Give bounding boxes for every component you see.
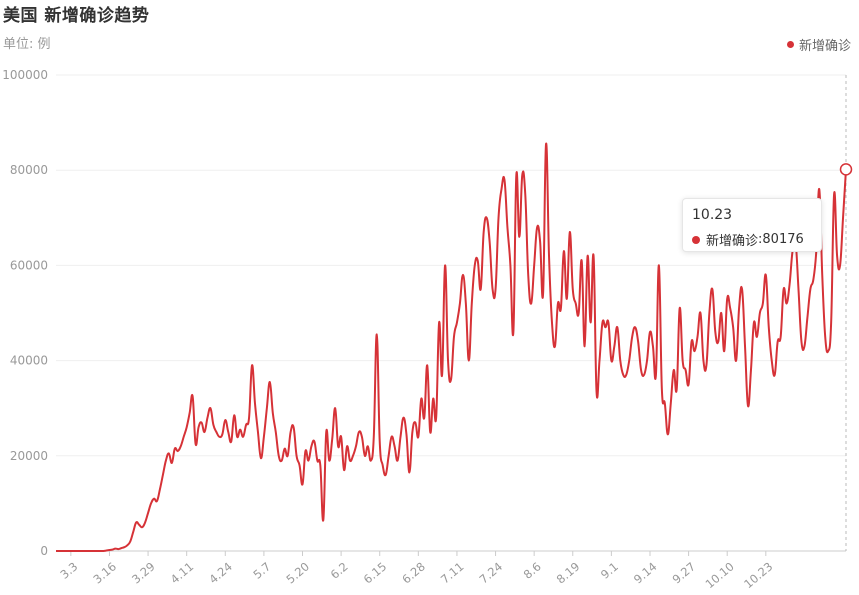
series-line-new-cases[interactable]: [56, 142, 847, 553]
x-tick-label: 5.20: [283, 559, 312, 586]
tooltip-date: 10.23: [692, 207, 733, 223]
x-tick-label: 8.6: [521, 559, 544, 581]
x-tick-label: 9.27: [670, 559, 699, 586]
tooltip-separator: :: [758, 232, 763, 247]
unit-label: 单位: 例: [3, 37, 51, 52]
x-tick-label: 10.23: [741, 559, 775, 591]
y-tick-label: 60000: [10, 258, 48, 272]
tooltip-series-dot-icon: [692, 235, 700, 244]
x-tick-label: 7.24: [477, 559, 506, 586]
x-tick-label: 9.1: [598, 559, 621, 581]
x-tick-label: 6.28: [399, 559, 428, 586]
x-tick-label: 4.24: [206, 559, 235, 586]
x-tick-label: 9.14: [631, 559, 660, 586]
grid-lines: [56, 74, 846, 552]
y-tick-label: 100000: [2, 68, 48, 82]
x-tick-label: 5.7: [250, 559, 273, 581]
x-tick-label: 3.29: [129, 559, 158, 586]
x-tick-label: 3.3: [57, 559, 80, 581]
x-tick-label: 7.11: [438, 559, 467, 586]
x-tick-label: 3.16: [90, 559, 119, 586]
y-tick-label: 80000: [10, 163, 48, 177]
x-tick-label: 8.19: [554, 559, 583, 586]
y-tick-label: 40000: [10, 354, 48, 368]
x-tick-label: 6.15: [361, 559, 390, 586]
tooltip: 10.23 新增确诊: 80176: [682, 198, 822, 252]
x-tick-label: 4.11: [168, 559, 197, 586]
chart-title: 美国 新增确诊趋势: [3, 6, 150, 26]
tooltip-value: 80176: [762, 232, 804, 247]
x-tick-label: 6.2: [328, 559, 351, 581]
legend-label: 新增确诊: [798, 39, 851, 54]
y-tick-label: 0: [40, 544, 48, 558]
hover-data-point[interactable]: [839, 163, 853, 176]
x-tick-label: 10.10: [703, 559, 737, 591]
tooltip-series-name: 新增确诊: [706, 234, 759, 249]
legend-dot-icon: [786, 41, 794, 48]
y-tick-label: 20000: [10, 449, 48, 463]
y-axis: 0 20000 40000 60000 80000 100000: [2, 68, 48, 558]
x-axis: 3.3 3.16 3.29 4.11 4.24 5.7 5.20 6.2 6.15 6.28 7.1…: [57, 551, 775, 591]
legend-item[interactable]: 新增确诊: [786, 35, 851, 54]
